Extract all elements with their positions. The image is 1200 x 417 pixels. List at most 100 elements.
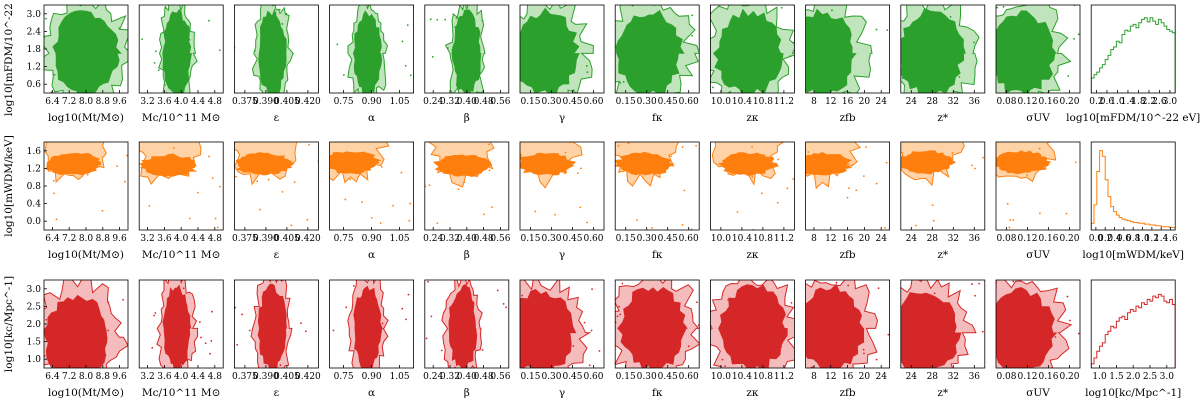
x-tick-label: 0.56	[490, 234, 510, 244]
sample-dot	[695, 144, 698, 147]
sample-dot	[1073, 37, 1075, 40]
sample-dot	[772, 27, 775, 29]
sample-dot	[915, 224, 918, 227]
x-tick-label: 0.45	[658, 372, 678, 382]
sample-dot	[657, 83, 660, 86]
sample-dot	[760, 192, 763, 195]
sample-dot	[789, 55, 792, 58]
sample-dot	[154, 312, 157, 314]
sample-dot	[887, 333, 890, 336]
x-tick-label: 0.48	[474, 234, 494, 244]
sample-dot	[915, 164, 918, 167]
y-tick-label: 1.0	[27, 355, 42, 365]
contour-68	[615, 151, 674, 176]
x-tick-label: 10.4	[732, 97, 752, 107]
x-axis-label: σUV	[1026, 249, 1050, 261]
sample-dot	[1026, 65, 1029, 68]
contour-panel-wdm-4: 0.240.320.400.480.56 β	[423, 141, 511, 261]
sample-dot	[349, 178, 352, 181]
x-tick-label: 0.8	[1126, 234, 1141, 244]
sample-dot	[1013, 336, 1016, 339]
sample-dot	[820, 79, 823, 82]
sample-dot	[727, 299, 730, 301]
sample-dot	[792, 41, 795, 44]
x-tick-label: 0.60	[679, 97, 699, 107]
x-axis-label: log10[kc/Mpc^-1]	[1085, 387, 1181, 399]
x-tick-label: 1.0	[1135, 234, 1150, 244]
sample-dot	[954, 336, 956, 339]
x-axis-label: zfb	[840, 249, 856, 261]
sample-dot	[598, 350, 601, 352]
sample-dot	[831, 9, 833, 12]
sample-dot	[353, 285, 355, 287]
x-tick-label: 0.60	[583, 372, 603, 382]
x-tick-label: 4.4	[191, 97, 206, 107]
sample-dot	[875, 28, 878, 31]
sample-dot	[427, 280, 430, 283]
sample-dot	[821, 346, 824, 349]
sample-dot	[951, 152, 954, 154]
sample-dot	[835, 281, 838, 284]
sample-dot	[554, 14, 557, 17]
sample-dot	[197, 191, 199, 194]
histogram-panel-wdm: 0.00.20.40.60.81.01.21.41.6 log10[mWDM/ke…	[1082, 141, 1184, 261]
sample-dot	[182, 287, 185, 290]
x-tick-label: 4.8	[208, 372, 223, 382]
sample-dot	[971, 283, 973, 285]
x-tick-label: 28	[927, 97, 939, 107]
sample-dot	[862, 175, 865, 178]
y-axis-label: log10[kc/Mpc^-1]	[3, 276, 15, 372]
x-axis-label: log10(Mt/M⊙)	[48, 112, 124, 124]
sample-dot	[1012, 280, 1015, 283]
x-tick-label: 10.8	[753, 234, 773, 244]
sample-dot	[404, 64, 407, 67]
sample-dot	[84, 165, 86, 168]
sample-dot	[308, 143, 311, 146]
x-tick-label: 0.32	[440, 234, 460, 244]
sample-dot	[496, 289, 499, 292]
sample-dot	[342, 74, 345, 76]
sample-dot	[401, 307, 404, 310]
x-axis-label: β	[464, 387, 470, 399]
contour-panel-kc-7: 10.0 10.4 10.8 11.2 zκ	[710, 279, 795, 399]
sample-dot	[153, 314, 156, 317]
contour-panel-wdm-9: 24 28 32 36 z*	[900, 141, 986, 261]
sample-dot	[816, 50, 819, 52]
sample-dot	[847, 284, 850, 287]
panel-frame	[614, 4, 700, 94]
x-tick-label: 1.4	[1154, 234, 1169, 244]
sample-dot	[630, 33, 633, 36]
x-axis-label: γ	[559, 249, 565, 261]
y-tick-label: 0.6	[27, 80, 42, 90]
sample-dot	[621, 282, 624, 285]
x-tick-label: 1.8	[1131, 97, 1146, 107]
sample-dot	[971, 164, 973, 167]
x-tick-label: 8.8	[96, 234, 111, 244]
x-tick-label: 2.5	[1143, 372, 1158, 382]
x-tick-label: 0.08	[996, 234, 1016, 244]
sample-dot	[281, 190, 284, 193]
y-tick-label: 1.2	[27, 164, 41, 174]
sample-dot	[1026, 174, 1029, 176]
sample-dot	[148, 205, 151, 207]
sample-dot	[272, 17, 275, 20]
x-tick-label: 32	[948, 234, 959, 244]
contour-68	[162, 8, 192, 93]
sample-dot	[256, 180, 259, 183]
sample-dot	[392, 204, 395, 207]
contour-panel-kc-3: 0.75 0.90 1.05 α	[329, 279, 415, 399]
x-tick-label: 10.0	[711, 234, 731, 244]
sample-dot	[362, 329, 365, 332]
sample-dot	[933, 345, 936, 348]
sample-dot	[616, 315, 619, 318]
sample-dot	[932, 219, 935, 222]
x-tick-label: 0.24	[423, 234, 443, 244]
panel-frame	[519, 4, 605, 94]
sample-dot	[1019, 319, 1022, 322]
x-axis-label: zκ	[746, 249, 759, 261]
sample-dot	[406, 24, 409, 27]
y-tick-label: 3.0	[27, 285, 42, 295]
x-tick-label: 0.30	[541, 234, 561, 244]
sample-dot	[214, 217, 217, 220]
x-tick-label: 0.2	[1089, 97, 1103, 107]
